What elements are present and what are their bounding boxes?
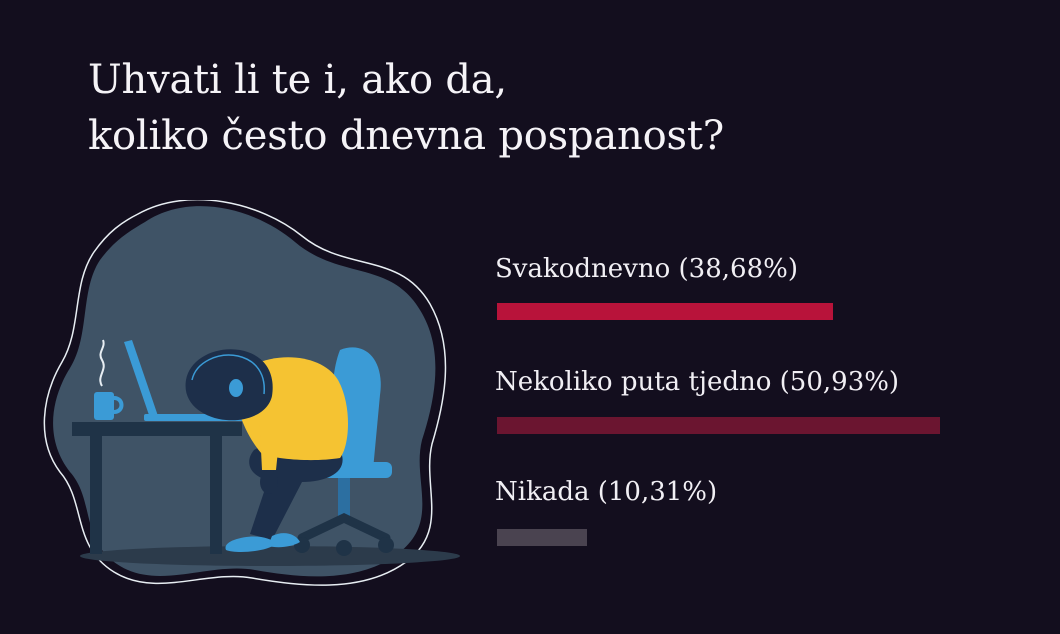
bar-never (497, 529, 587, 546)
chair-base (297, 513, 391, 543)
shoe-left (225, 536, 276, 552)
person-hair-outline (191, 354, 265, 395)
laptop-screen (124, 340, 158, 418)
bar-several-times-weekly (497, 417, 940, 434)
chart-title: Uhvati li te i, ako da, koliko često dne… (88, 52, 724, 164)
bar-daily (497, 303, 833, 320)
desk-top (72, 422, 242, 436)
chair-wheel-center (336, 540, 352, 556)
bar-chart: Svakodnevno (38,68%) Nekoliko puta tjedn… (495, 250, 1015, 570)
steam-icon (99, 339, 105, 387)
shoe-right (268, 533, 300, 548)
bar-label-daily: Svakodnevno (38,68%) (495, 254, 798, 284)
title-line-2: koliko često dnevna pospanost? (88, 113, 724, 159)
chair-wheel-right (378, 537, 394, 553)
background-blob-outline (43, 200, 447, 586)
bar-label-several-times-weekly: Nekoliko puta tjedno (50,93%) (495, 367, 900, 397)
desk-leg-left (90, 436, 102, 554)
bar-label-never: Nikada (10,31%) (495, 477, 718, 507)
chair-stem (338, 478, 350, 523)
person-hair (185, 349, 273, 421)
person-ear (229, 379, 243, 397)
person-hand (260, 470, 278, 494)
mug-body (94, 392, 114, 420)
title-line-1: Uhvati li te i, ako da, (88, 57, 507, 103)
tired-person-illustration (43, 200, 460, 586)
floor-shadow (80, 546, 460, 566)
desk-leg-right (210, 436, 222, 554)
mug-handle (113, 396, 124, 414)
